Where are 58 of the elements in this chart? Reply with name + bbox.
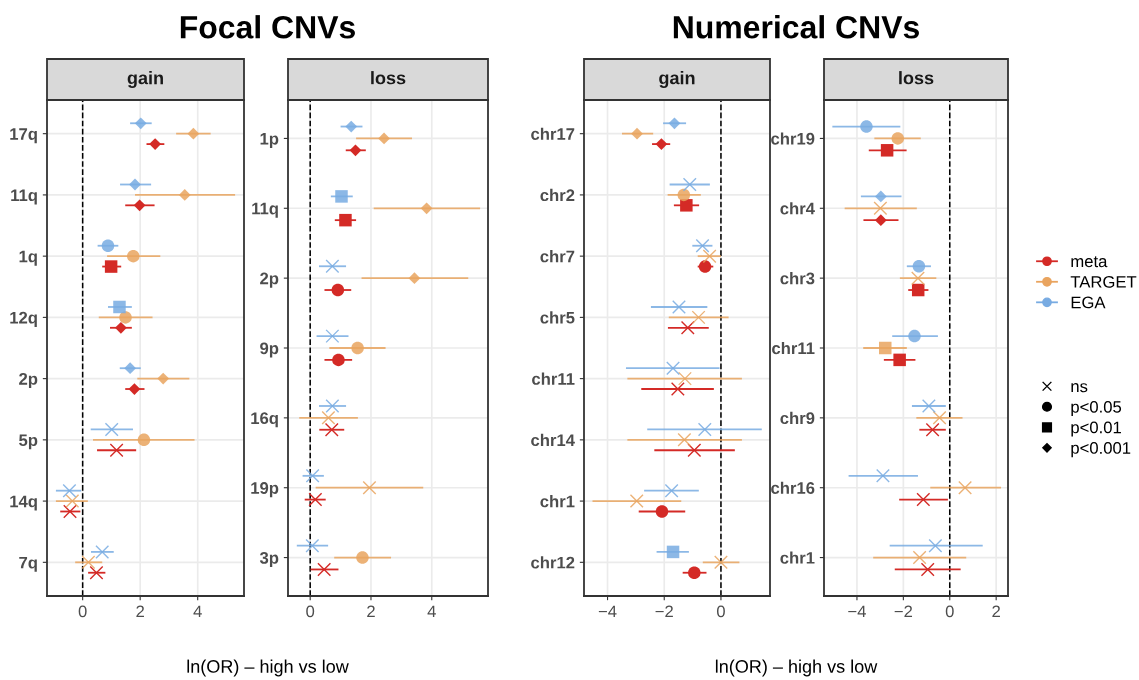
y-tick-label: 3p xyxy=(259,551,279,568)
x-tick-label: 0 xyxy=(78,605,87,618)
chart-subtitle: loss xyxy=(371,71,406,85)
x-tick-label: −4 xyxy=(598,605,617,618)
x-axis-title: ln(OR) – high vs low xyxy=(187,659,349,677)
text: p<0.01 xyxy=(1071,421,1121,437)
y-tick-label: 7q xyxy=(19,556,37,572)
y-tick-label: chr17 xyxy=(531,127,575,140)
x-tick-label: −2 xyxy=(655,605,673,618)
y-tick-label: chr12 xyxy=(531,556,575,569)
y-tick-label: 1p xyxy=(260,133,279,148)
y-tick-label: chr4 xyxy=(780,202,815,215)
legend-label: EGA xyxy=(1071,296,1106,309)
y-tick-label: 14q xyxy=(10,495,37,511)
x-tick-label: 2 xyxy=(136,605,144,618)
y-tick-label: chr16 xyxy=(771,481,815,494)
x-axis-title: ln(OR) – high vs low xyxy=(715,659,878,677)
legend-label: meta xyxy=(1071,256,1108,268)
x-tick-label: −2 xyxy=(894,605,913,618)
chart-subtitle: gain xyxy=(659,71,695,88)
y-tick-label: 16q xyxy=(251,412,278,428)
y-tick-label: 5p xyxy=(19,434,38,450)
y-tick-label: chr5 xyxy=(540,311,575,324)
y-tick-label: 9p xyxy=(260,342,279,358)
y-tick-label: chr11 xyxy=(772,341,815,355)
y-tick-label: 11q xyxy=(11,189,37,205)
y-tick-label: chr1 xyxy=(780,551,815,564)
y-tick-label: chr19 xyxy=(771,132,815,145)
y-tick-label: 17q xyxy=(10,128,37,144)
text: p<0.001 xyxy=(1071,442,1131,458)
y-tick-label: chr7 xyxy=(540,250,575,263)
x-tick-label: 0 xyxy=(306,605,315,618)
y-tick-label: 2p xyxy=(260,272,279,288)
y-tick-label: 2p xyxy=(19,373,38,389)
chart-subtitle: gain xyxy=(127,71,163,88)
x-tick-label: 4 xyxy=(193,605,202,618)
x-tick-label: −4 xyxy=(848,605,866,618)
y-tick-label: 19p xyxy=(251,482,279,498)
x-tick-label: 0 xyxy=(716,605,725,618)
text: p<0.05 xyxy=(1071,400,1122,417)
y-tick-label: chr11 xyxy=(532,372,575,385)
y-tick-label: chr2 xyxy=(540,188,575,202)
chart-subtitle: loss xyxy=(899,71,934,85)
x-tick-label: 0 xyxy=(945,605,954,618)
y-tick-label: chr1 xyxy=(540,495,575,508)
y-tick-label: 11q xyxy=(252,202,278,218)
x-tick-label: 2 xyxy=(367,605,375,618)
x-tick-label: 4 xyxy=(427,605,436,618)
y-tick-label: chr9 xyxy=(780,411,815,425)
x-tick-label: 2 xyxy=(992,605,1000,618)
text: ns xyxy=(1071,383,1088,393)
legend-label: TARGET xyxy=(1070,275,1137,288)
y-tick-label: chr3 xyxy=(780,272,815,285)
y-tick-label: chr14 xyxy=(531,433,575,447)
chart-title: Numerical CNVs xyxy=(673,15,919,39)
chart-title: Focal CNVs xyxy=(180,15,355,39)
y-tick-label: 1q xyxy=(19,250,37,266)
y-tick-label: 12q xyxy=(10,311,37,327)
